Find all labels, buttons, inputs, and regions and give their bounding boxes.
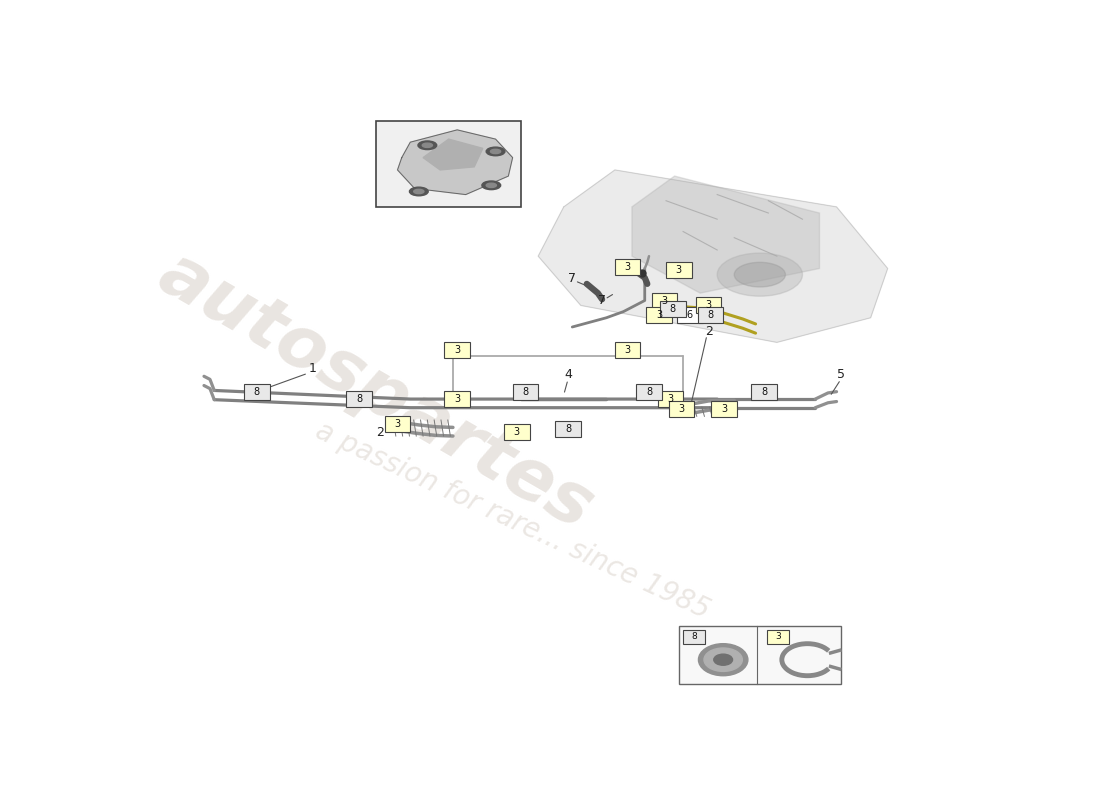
FancyBboxPatch shape	[444, 342, 470, 358]
Ellipse shape	[422, 143, 432, 147]
FancyBboxPatch shape	[712, 401, 737, 417]
FancyBboxPatch shape	[615, 342, 640, 358]
FancyBboxPatch shape	[768, 630, 790, 644]
Ellipse shape	[704, 648, 742, 671]
Text: 6: 6	[686, 310, 693, 320]
Ellipse shape	[414, 190, 424, 194]
Polygon shape	[538, 170, 888, 342]
Text: 8: 8	[761, 386, 767, 397]
FancyBboxPatch shape	[385, 416, 410, 432]
Text: 3: 3	[395, 418, 400, 429]
FancyBboxPatch shape	[346, 391, 372, 407]
Polygon shape	[631, 176, 820, 293]
Text: 4: 4	[564, 368, 572, 381]
Ellipse shape	[717, 253, 802, 296]
Text: 8: 8	[356, 394, 362, 404]
FancyBboxPatch shape	[658, 391, 683, 407]
Text: 8: 8	[565, 424, 571, 434]
Ellipse shape	[482, 181, 500, 190]
Ellipse shape	[486, 183, 496, 187]
FancyBboxPatch shape	[651, 293, 678, 309]
Ellipse shape	[486, 147, 505, 156]
FancyBboxPatch shape	[678, 306, 703, 322]
Text: 7: 7	[569, 273, 576, 286]
Text: 7: 7	[598, 294, 606, 307]
Text: a passion for rare... since 1985: a passion for rare... since 1985	[311, 417, 714, 625]
Text: 3: 3	[675, 265, 682, 274]
FancyBboxPatch shape	[683, 630, 705, 644]
FancyBboxPatch shape	[696, 298, 722, 314]
FancyBboxPatch shape	[647, 306, 672, 322]
Text: 8: 8	[522, 386, 528, 397]
Text: 2: 2	[376, 426, 384, 439]
Bar	[376, 121, 521, 207]
Polygon shape	[397, 130, 513, 194]
Text: 8: 8	[707, 310, 714, 320]
FancyBboxPatch shape	[556, 421, 581, 437]
FancyBboxPatch shape	[504, 424, 530, 440]
FancyBboxPatch shape	[697, 306, 723, 322]
Text: 8: 8	[254, 386, 260, 397]
Text: 3: 3	[657, 310, 662, 320]
Text: 3: 3	[454, 345, 460, 354]
Text: 5: 5	[837, 368, 845, 381]
Ellipse shape	[409, 187, 428, 196]
Text: 3: 3	[454, 394, 460, 404]
Text: 3: 3	[625, 262, 630, 272]
Text: 3: 3	[776, 632, 781, 642]
Text: 2: 2	[705, 325, 713, 338]
Ellipse shape	[418, 141, 437, 150]
Text: autospartes: autospartes	[146, 239, 606, 544]
FancyBboxPatch shape	[669, 401, 694, 417]
Text: 3: 3	[668, 394, 673, 404]
FancyBboxPatch shape	[513, 384, 538, 400]
Ellipse shape	[698, 644, 748, 676]
Bar	[679, 626, 840, 684]
Text: 3: 3	[679, 404, 684, 414]
FancyBboxPatch shape	[666, 262, 692, 278]
Text: 3: 3	[661, 295, 668, 306]
FancyBboxPatch shape	[660, 301, 685, 317]
FancyBboxPatch shape	[751, 384, 777, 400]
FancyBboxPatch shape	[615, 259, 640, 275]
Text: 3: 3	[720, 404, 727, 414]
Text: 8: 8	[646, 386, 652, 397]
Text: 3: 3	[625, 345, 630, 354]
Polygon shape	[424, 139, 483, 170]
Ellipse shape	[714, 654, 733, 666]
Ellipse shape	[734, 262, 785, 287]
Ellipse shape	[491, 150, 501, 154]
Text: 3: 3	[514, 426, 520, 437]
FancyBboxPatch shape	[244, 384, 270, 400]
Text: 8: 8	[670, 303, 675, 314]
Text: 8: 8	[691, 632, 697, 642]
FancyBboxPatch shape	[444, 391, 470, 407]
Text: 1: 1	[308, 362, 316, 374]
Text: 3: 3	[705, 301, 712, 310]
FancyBboxPatch shape	[636, 384, 662, 400]
